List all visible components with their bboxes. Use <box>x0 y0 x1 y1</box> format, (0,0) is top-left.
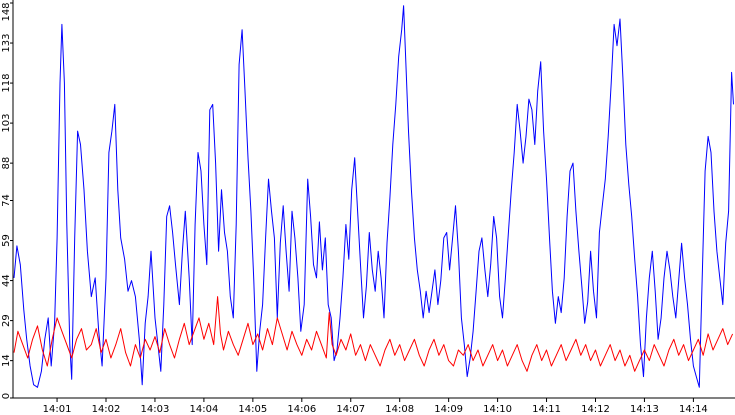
x-tick-label: 14:13 <box>630 404 659 415</box>
x-tick-label: 14:02 <box>92 404 121 415</box>
x-tick-label: 14:06 <box>287 404 316 415</box>
y-tick-label: 88 <box>1 157 12 170</box>
y-tick-label: 44 <box>1 274 12 287</box>
x-tick-label: 14:08 <box>385 404 414 415</box>
y-tick-label: 74 <box>1 194 12 207</box>
x-tick-label: 14:04 <box>189 404 218 415</box>
y-tick-group: 0 14 29 44 59 74 88 103 118 133 148 <box>1 2 13 399</box>
y-tick-label: 59 <box>1 234 12 247</box>
x-tick-label: 14:11 <box>532 404 561 415</box>
y-tick-label: 29 <box>1 314 12 327</box>
x-tick-group: 14:01 14:02 14:03 14:04 14:05 14:06 14:07 14:08… <box>43 398 708 415</box>
x-tick-label: 14:07 <box>336 404 365 415</box>
series-layer <box>13 5 734 388</box>
y-tick-label: 0 <box>1 393 12 399</box>
series-line-2 <box>13 296 734 372</box>
x-tick-label: 14:09 <box>434 404 463 415</box>
y-tick-label: 118 <box>1 74 12 93</box>
axes-layer <box>12 0 735 399</box>
y-tick-label: 148 <box>1 2 12 21</box>
series-line-1 <box>13 5 734 388</box>
y-tick-label: 14 <box>1 354 12 367</box>
x-tick-label: 14:05 <box>238 404 267 415</box>
x-tick-label: 14:10 <box>483 404 512 415</box>
x-tick-label: 14:12 <box>581 404 610 415</box>
x-tick-label: 14:14 <box>679 404 708 415</box>
y-tick-label: 103 <box>1 114 12 133</box>
y-tick-label: 133 <box>1 33 12 52</box>
x-tick-label: 14:01 <box>43 404 72 415</box>
x-tick-label: 14:03 <box>141 404 170 415</box>
